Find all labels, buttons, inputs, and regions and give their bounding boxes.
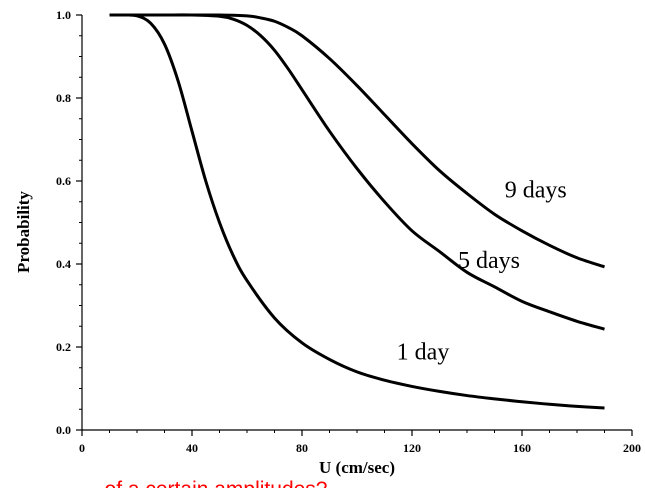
y-tick-label: 0.2 xyxy=(56,340,71,354)
series-group xyxy=(109,13,605,410)
y-tick-label: 0.0 xyxy=(56,423,71,437)
x-tick-label: 200 xyxy=(623,441,641,455)
x-axis-title: U (cm/sec) xyxy=(319,458,395,477)
annotation-1-day: 1 day xyxy=(397,339,450,365)
series-line-5-days xyxy=(109,13,605,331)
series-line-1-day xyxy=(109,13,605,410)
y-axis: 0.0 0.2 0.4 0.6 0.8 1.0 xyxy=(56,8,83,437)
y-tick-label: 0.8 xyxy=(56,91,71,105)
y-axis-title: Probability xyxy=(14,191,33,273)
y-tick-label: 0.6 xyxy=(56,174,71,188)
x-axis: 0 40 80 120 160 200 xyxy=(79,429,641,455)
y-tick-label: 0.4 xyxy=(56,257,71,271)
x-tick-label: 160 xyxy=(513,441,531,455)
x-tick-label: 40 xyxy=(186,441,198,455)
annotation-5-days: 5 days xyxy=(458,248,520,274)
caption-text: of a certain amplitudes? xyxy=(105,478,328,488)
annotations-group: 1 day 5 days 9 days xyxy=(397,178,567,366)
x-tick-label: 0 xyxy=(79,441,85,455)
series-line-9-days xyxy=(109,13,605,269)
y-tick-label: 1.0 xyxy=(56,8,71,22)
x-tick-label: 120 xyxy=(403,441,421,455)
annotation-9-days: 9 days xyxy=(505,178,567,204)
x-tick-label: 80 xyxy=(296,441,308,455)
